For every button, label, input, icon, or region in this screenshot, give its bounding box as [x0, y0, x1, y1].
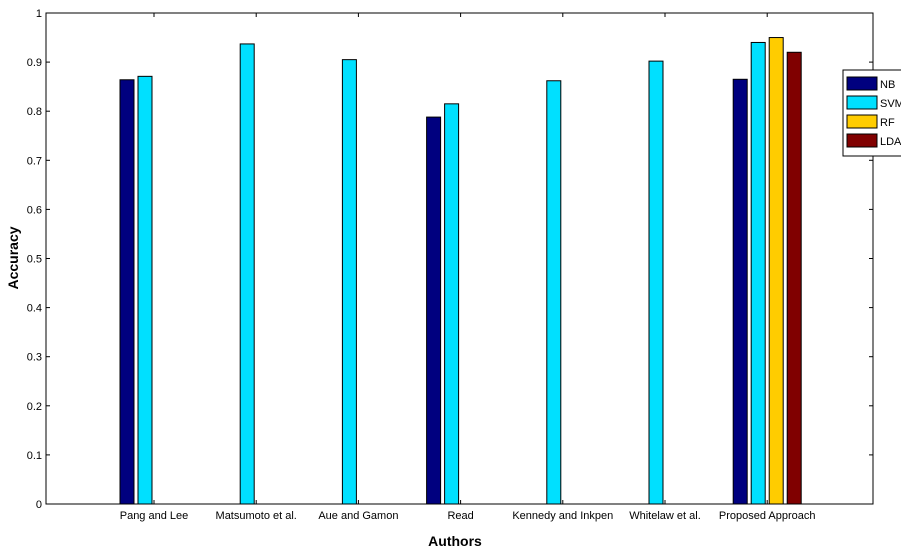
x-tick-label: Kennedy and Inkpen	[512, 510, 613, 522]
bar-svm-3	[444, 103, 460, 505]
legend-swatch-rf	[846, 114, 878, 129]
legend-swatch-svm	[846, 95, 878, 110]
bar-svm-4	[546, 80, 562, 505]
bars-layer	[119, 37, 802, 505]
x-axis-title: Authors	[428, 533, 482, 549]
y-tick-label: 1	[36, 8, 42, 20]
bar-rf-6	[768, 37, 784, 505]
legend-label-rf: RF	[880, 117, 895, 129]
legend-swatch-lda	[846, 133, 878, 148]
legend: NB SVM RF LDA	[842, 69, 901, 157]
bar-svm-5	[648, 60, 664, 505]
x-tick-label: Whitelaw et al.	[629, 510, 701, 522]
legend-swatch-nb	[846, 76, 878, 91]
y-tick-label: 0.4	[27, 303, 42, 315]
bar-svm-0	[137, 75, 153, 505]
x-tick-label: Matsumoto et al.	[216, 510, 297, 522]
y-tick-label: 0.3	[27, 352, 42, 364]
y-tick-label: 0.6	[27, 204, 42, 216]
bar-svm-2	[341, 59, 357, 505]
y-tick-label: 0.2	[27, 401, 42, 413]
y-tick-label: 0.1	[27, 450, 42, 462]
bar-lda-6	[786, 51, 802, 505]
legend-label-nb: NB	[880, 79, 895, 91]
bar-svm-6	[750, 41, 766, 505]
legend-label-lda: LDA	[880, 136, 901, 148]
bar-nb-3	[426, 116, 442, 505]
x-tick-label: Read	[447, 510, 473, 522]
y-tick-label: 0.7	[27, 155, 42, 167]
x-tick-label: Proposed Approach	[719, 510, 816, 522]
bar-nb-6	[732, 78, 748, 505]
x-tick-label: Pang and Lee	[120, 510, 189, 522]
bar-svm-1	[239, 43, 255, 505]
legend-label-svm: SVM	[880, 98, 901, 110]
bar-nb-0	[119, 79, 135, 505]
x-tick-label: Aue and Gamon	[318, 510, 398, 522]
y-tick-label: 0.8	[27, 106, 42, 118]
y-tick-label: 0.5	[27, 254, 42, 266]
axis-ticks: 0 0.1 0.2 0.3 0.4 0.5 0.6 0.7 0.8 0.9 1 Pang and Le…	[27, 8, 873, 522]
y-tick-label: 0	[36, 499, 42, 511]
y-tick-label: 0.9	[27, 57, 42, 69]
y-axis-title: Accuracy	[5, 226, 21, 289]
plot-area-frame	[45, 12, 874, 505]
